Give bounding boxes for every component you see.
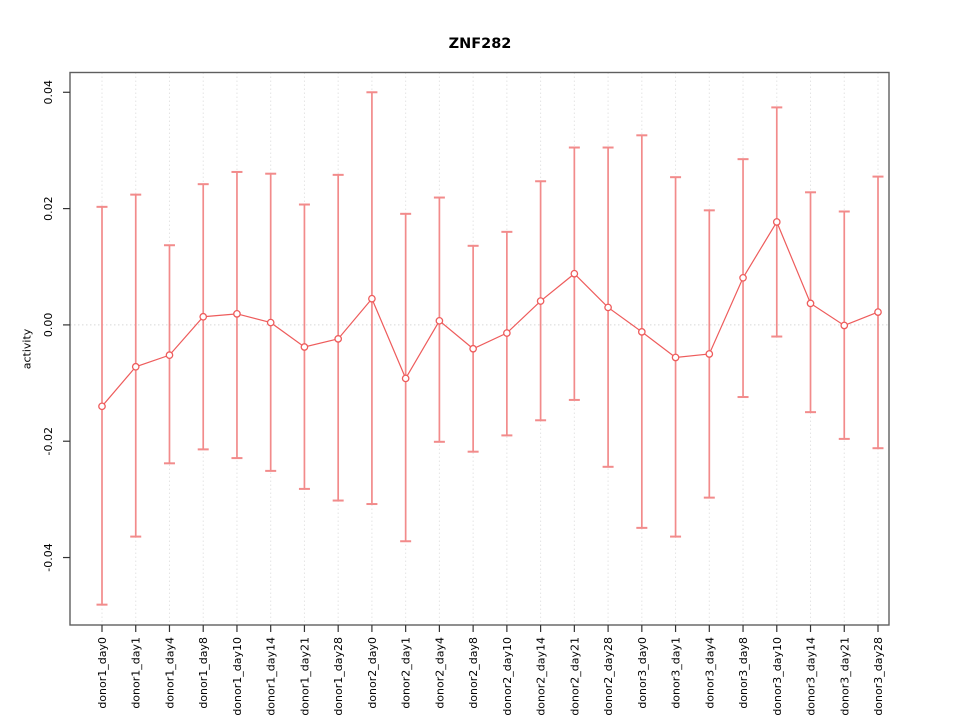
x-tick-label: donor2_day1 — [400, 637, 413, 709]
y-tick-label: 0.04 — [42, 80, 55, 105]
y-tick-label: 0.02 — [42, 196, 55, 221]
data-point — [637, 328, 646, 336]
x-tick-label: donor1_day21 — [298, 637, 311, 716]
data-point — [131, 362, 140, 371]
x-tick-label: donor2_day21 — [568, 637, 581, 716]
y-tick-label: -0.02 — [42, 427, 55, 455]
data-point — [705, 350, 714, 358]
data-point — [300, 343, 309, 351]
data-point — [840, 321, 849, 330]
x-tick-label: donor2_day0 — [366, 637, 379, 709]
data-point — [266, 318, 275, 327]
x-tick-label: donor3_day14 — [805, 637, 818, 716]
x-tick-label: donor3_day28 — [872, 637, 885, 716]
data-point — [98, 402, 106, 411]
x-tick-label: donor3_day8 — [737, 637, 750, 709]
data-point — [536, 297, 545, 305]
x-tick-label: donor1_day14 — [265, 637, 278, 716]
data-point — [772, 218, 781, 226]
data-point — [604, 303, 612, 312]
x-tick-label: donor1_day10 — [231, 637, 244, 716]
data-point — [503, 329, 511, 337]
x-tick-label: donor1_day28 — [332, 637, 345, 716]
x-tick-label: donor1_day1 — [130, 637, 143, 709]
x-tick-label: donor2_day8 — [467, 637, 480, 709]
x-tick-label: donor3_day0 — [636, 637, 649, 709]
data-point — [199, 312, 208, 321]
data-point — [874, 308, 882, 316]
chart-title: ZNF282 — [448, 36, 512, 52]
data-point — [233, 310, 241, 318]
x-tick-label: donor2_day10 — [501, 637, 514, 716]
x-tick-label: donor2_day28 — [602, 637, 615, 716]
plot-border — [69, 71, 890, 626]
data-point — [570, 269, 579, 278]
x-tick-label: donor2_day14 — [535, 637, 548, 716]
data-point — [739, 273, 747, 282]
series-line — [101, 220, 879, 407]
x-tick-label: donor3_day10 — [771, 637, 784, 716]
y-tick-label: -0.04 — [42, 543, 55, 571]
y-tick-label: 0.00 — [42, 313, 55, 338]
x-tick-label: donor1_day8 — [197, 637, 210, 709]
data-point — [401, 374, 410, 383]
x-tick-label: donor1_day4 — [163, 637, 176, 709]
x-tick-label: donor1_day0 — [96, 637, 109, 709]
data-point — [334, 335, 343, 343]
x-tick-label: donor2_day4 — [433, 637, 446, 709]
data-point — [806, 299, 815, 308]
data-point — [469, 344, 477, 353]
data-point — [435, 316, 444, 325]
data-point — [671, 353, 680, 362]
data-point — [368, 294, 376, 303]
x-tick-label: donor3_day4 — [703, 637, 716, 709]
x-tick-label: donor3_day21 — [838, 637, 851, 716]
data-point — [165, 351, 174, 359]
x-tick-label: donor3_day1 — [670, 637, 683, 709]
